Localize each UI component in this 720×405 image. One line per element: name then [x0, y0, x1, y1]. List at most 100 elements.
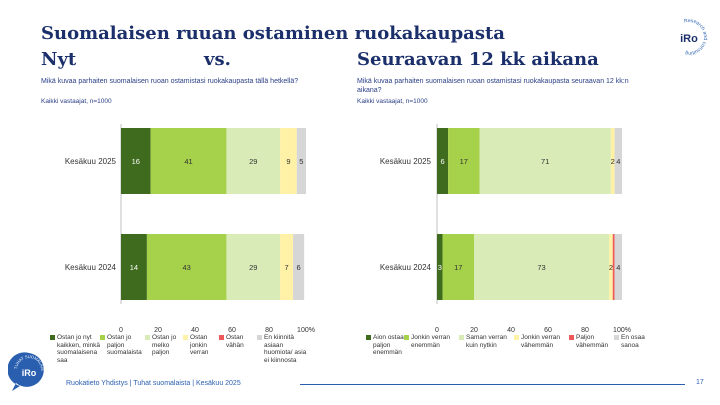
title-next-12-months: Seuraavan 12 kk aikana [357, 49, 599, 70]
legend-swatch [404, 335, 409, 340]
bar-segment [121, 234, 147, 300]
data-label: 9 [286, 157, 290, 166]
bar-segment [296, 128, 306, 194]
legend-label: En osaa sanoa [621, 334, 645, 349]
legend-label: Ostan vähän [226, 334, 244, 349]
legend-swatch [183, 335, 188, 340]
x-tick-label: 60 [228, 327, 236, 334]
x-tick-label: 20 [154, 327, 162, 334]
respondents-left: Kaikki vastaajat, n=1000 [41, 98, 112, 105]
page-title: Suomalaisen ruuan ostaminen ruokakaupast… [41, 23, 505, 44]
data-label: 17 [454, 263, 462, 272]
data-label: 43 [183, 263, 191, 272]
bar-segment [614, 234, 622, 300]
title-now: Nyt [41, 49, 77, 70]
category-label: Kesäkuu 2024 [380, 263, 432, 272]
legend-item: Jonkin verran vähemmän [514, 334, 569, 357]
bar-segment [609, 234, 613, 300]
legend-label: En kiinnitä asiaan huomiota/ asia ei kii… [264, 334, 307, 364]
data-label: 4 [616, 263, 620, 272]
bar-segment [437, 234, 443, 300]
legend-label: Jonkin verran enemmän [411, 334, 451, 349]
legend-swatch [569, 335, 574, 340]
x-tick-label: 20 [470, 327, 478, 334]
data-label: 4 [616, 157, 620, 166]
legend-label: Paljon vähemmän [576, 334, 609, 349]
legend-item: Saman verran kuin nytkin [459, 334, 514, 357]
legend-right: Aion ostaa paljon enemmän Jonkin verran e… [366, 334, 654, 357]
question-right: Mikä kuvaa parhaiten suomalaisen ruoan o… [357, 78, 629, 94]
data-label: 29 [249, 157, 257, 166]
x-tick-label: 40 [507, 327, 515, 334]
category-label: Kesäkuu 2025 [65, 157, 117, 166]
legend-swatch [145, 335, 150, 340]
legend-item: Ostan jonkin verran [183, 334, 219, 364]
bar-segment [146, 234, 227, 300]
data-label: 2 [609, 263, 613, 272]
data-label: 5 [299, 157, 303, 166]
legend-left: Ostan jo nyt kaikken, minkä suomalaisena… [50, 334, 312, 364]
legend-swatch [257, 335, 262, 340]
legend-swatch [100, 335, 105, 340]
legend-swatch [50, 335, 55, 340]
bar-segment [280, 234, 294, 300]
x-tick-label: 60 [544, 327, 552, 334]
legend-swatch [366, 335, 371, 340]
respondents-right: Kaikki vastaajat, n=1000 [357, 98, 428, 105]
bar-segment [442, 234, 474, 300]
legend-label: Aion ostaa paljon enemmän [373, 334, 404, 356]
legend-item: Aion ostaa paljon enemmän [366, 334, 404, 357]
bar-segment [150, 128, 227, 194]
data-label: 71 [541, 157, 549, 166]
x-tick-label: 80 [265, 327, 273, 334]
bar-segment [610, 128, 615, 194]
legend-swatch [459, 335, 464, 340]
legend-item: En osaa sanoa [614, 334, 654, 357]
legend-item: En kiinnitä asiaan huomiota/ asia ei kii… [257, 334, 312, 364]
legend-swatch [514, 335, 519, 340]
bar-segment [448, 128, 480, 194]
x-tick-label: 100% [613, 327, 631, 334]
data-label: 6 [440, 157, 444, 166]
footer-divider [300, 384, 685, 385]
legend-swatch [219, 335, 224, 340]
data-label: 73 [537, 263, 545, 272]
tuhat-suomalaista-badge: TUHAT SUOMALAISTA iRo [8, 350, 50, 394]
legend-item: Jonkin verran enemmän [404, 334, 459, 357]
footer-text: Ruokatieto Yhdistys | Tuhat suomalaista … [66, 380, 241, 387]
legend-label: Saman verran kuin nytkin [466, 334, 507, 349]
data-label: 29 [249, 263, 257, 272]
data-label: 16 [132, 157, 140, 166]
data-label: 7 [284, 263, 288, 272]
x-tick-label: 80 [581, 327, 589, 334]
legend-label: Ostan jo melko paljon [152, 334, 177, 356]
data-label: 41 [184, 157, 192, 166]
svg-text:iRo: iRo [22, 368, 37, 378]
x-tick-label: 0 [435, 327, 439, 334]
svg-text:iRo: iRo [680, 33, 698, 45]
legend-item: Ostan jo melko paljon [145, 334, 183, 364]
legend-item: Ostan vähän [219, 334, 257, 364]
bar-segment [280, 128, 297, 194]
question-left: Mikä kuvaa parhaiten suomalaisen ruoan o… [41, 78, 299, 85]
bar-segment [479, 128, 611, 194]
bar-segment [612, 234, 615, 300]
legend-item: Paljon vähemmän [569, 334, 614, 357]
bar-segment [293, 234, 305, 300]
bar-segment [437, 128, 449, 194]
bar-segment [121, 128, 151, 194]
title-vs: vs. [204, 49, 231, 70]
bar-segment [226, 234, 281, 300]
data-label: 6 [297, 263, 301, 272]
legend-item: Ostan jo nyt kaikken, minkä suomalaisena… [50, 334, 100, 364]
x-tick-label: 40 [191, 327, 199, 334]
legend-item: Ostan jo paljon suomalaista [100, 334, 145, 364]
legend-label: Ostan jo nyt kaikken, minkä suomalaisena… [57, 334, 100, 364]
iro-logo: Research and consulting iRo [666, 14, 712, 60]
x-tick-label: 100% [297, 327, 315, 334]
data-label: 17 [460, 157, 468, 166]
category-label: Kesäkuu 2025 [380, 157, 432, 166]
category-label: Kesäkuu 2024 [65, 263, 117, 272]
data-label: 14 [130, 263, 138, 272]
